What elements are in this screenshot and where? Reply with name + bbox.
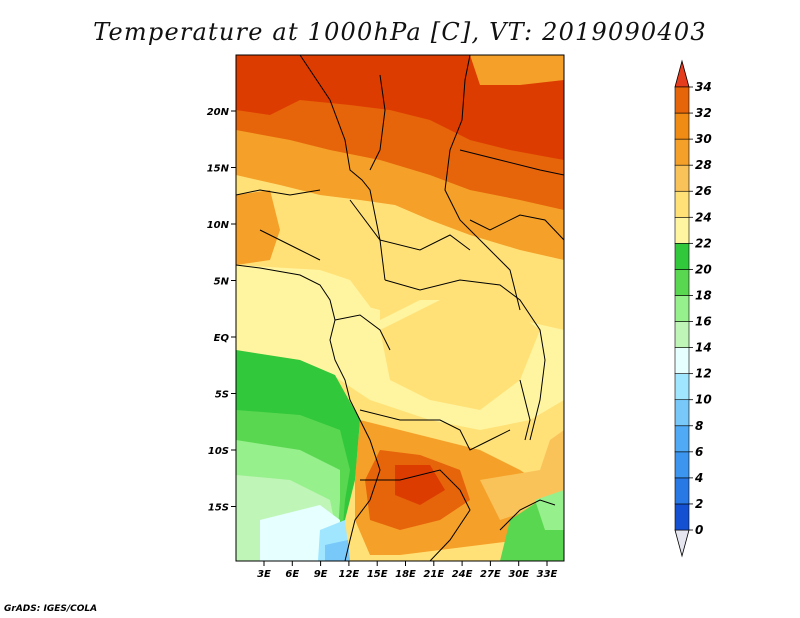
colorbar-swatch xyxy=(674,216,690,244)
lon-tick-label: 6E xyxy=(285,569,299,580)
lat-tick-label: EQ xyxy=(214,333,230,344)
colorbar-label: 0 xyxy=(695,523,703,537)
colorbar-swatch xyxy=(674,347,690,374)
colorbar-swatch xyxy=(674,477,690,505)
colorbar-label: 32 xyxy=(695,106,712,120)
colorbar-label: 20 xyxy=(695,262,712,276)
lon-tick-label: 9E xyxy=(314,569,328,580)
grads-credit: GrADS: IGES/COLA xyxy=(4,604,98,614)
chart-title: Temperature at 1000hPa [C], VT: 20190904… xyxy=(93,18,707,46)
latitude-axis: 20N 15N 10N 5N EQ 5S 10S 15S xyxy=(207,107,236,514)
colorbar-swatch xyxy=(674,399,690,427)
colorbar-label: 34 xyxy=(695,80,712,94)
lon-tick-label: 12E xyxy=(339,569,360,580)
colorbar-swatch xyxy=(674,243,690,270)
lon-tick-label: 27E xyxy=(480,569,501,580)
lat-tick-label: 15S xyxy=(208,503,229,514)
map-frame xyxy=(235,54,565,562)
colorbar-swatch xyxy=(674,86,690,114)
colorbar-label: 6 xyxy=(695,445,703,459)
lon-tick-label: 33E xyxy=(537,569,558,580)
lat-tick-label: 10S xyxy=(208,446,229,457)
colorbar-swatch xyxy=(674,138,690,166)
lon-tick-label: 15E xyxy=(367,569,388,580)
colorbar-swatch xyxy=(674,451,690,479)
colorbar-swatch xyxy=(674,269,690,296)
lon-tick-label: 18E xyxy=(395,569,416,580)
lat-tick-label: 5S xyxy=(215,390,229,401)
colorbar-label: 2 xyxy=(695,497,703,511)
colorbar-label: 22 xyxy=(695,236,712,250)
colorbar-label: 24 xyxy=(695,210,712,224)
colorbar-swatch xyxy=(674,503,690,531)
colorbar-label: 30 xyxy=(695,132,712,146)
lat-tick-label: 20N xyxy=(207,107,230,118)
colorbar-swatch xyxy=(674,425,690,453)
colorbar-swatch xyxy=(674,164,690,192)
country-borders xyxy=(236,55,564,561)
colorbar-swatch xyxy=(674,295,690,322)
lon-tick-label: 24E xyxy=(452,569,473,580)
lon-tick-label: 21E xyxy=(423,569,444,580)
colorbar-min-triangle xyxy=(674,529,690,558)
longitude-axis: 3E 6E 9E 12E 15E 18E 21E 24E 27E 30E 33E xyxy=(257,561,558,580)
colorbar-swatch xyxy=(674,112,690,140)
colorbar-label: 14 xyxy=(695,341,712,355)
colorbar-label: 8 xyxy=(695,419,703,433)
lat-tick-label: 15N xyxy=(207,164,230,175)
colorbar-label: 12 xyxy=(695,367,712,381)
colorbar-label: 18 xyxy=(695,288,712,302)
colorbar-label: 16 xyxy=(695,315,712,329)
lon-tick-label: 3E xyxy=(257,569,271,580)
colorbar-label: 28 xyxy=(695,158,712,172)
colorbar-max-triangle xyxy=(674,59,690,88)
temperature-field xyxy=(236,55,564,561)
colorbar-swatch xyxy=(674,190,690,218)
lon-tick-label: 30E xyxy=(508,569,529,580)
lat-tick-label: 5N xyxy=(214,277,230,288)
lat-tick-label: 10N xyxy=(207,220,230,231)
colorbar-label: 10 xyxy=(695,393,712,407)
colorbar-swatch xyxy=(674,321,690,348)
colorbar-swatch xyxy=(674,373,690,401)
colorbar-label: 26 xyxy=(695,184,712,198)
colorbar-label: 4 xyxy=(694,471,703,485)
